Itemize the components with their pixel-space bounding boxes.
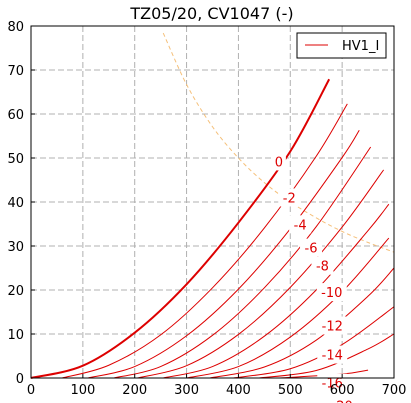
x-tick-label: 0 — [27, 383, 35, 398]
dissipation-line — [162, 32, 395, 253]
curve-label: -10 — [321, 286, 342, 301]
curve-label: -4 — [294, 218, 307, 233]
curve-label: -12 — [322, 320, 343, 335]
y-axis-ticks: 0 10 20 30 40 50 60 70 80 — [7, 20, 35, 387]
curve-label-bg — [327, 396, 358, 403]
curve-label-bg — [289, 215, 312, 234]
curve-label-bg — [300, 238, 323, 257]
curve-label: -2 — [283, 191, 296, 206]
chart-title: TZ05/20, CV1047 (-) — [129, 4, 293, 23]
x-tick-label: 100 — [70, 383, 95, 398]
y-tick-label: 70 — [7, 64, 24, 79]
curve-label-bg — [316, 283, 347, 302]
legend: HV1_I — [296, 32, 387, 59]
x-tick-label: 600 — [330, 383, 355, 398]
grid-voltage-curve — [209, 267, 395, 379]
curve-label: -16 — [322, 377, 343, 392]
grid-voltage-curve — [61, 103, 348, 379]
grid-voltage-curve — [163, 203, 390, 379]
x-axis-ticks: 0 100 200 300 400 500 600 700 — [27, 374, 407, 398]
curve-label-bg — [311, 256, 334, 275]
y-tick-label: 50 — [7, 152, 24, 167]
curve-label-bg — [317, 316, 348, 335]
grid-voltage-curve — [137, 169, 385, 379]
dissipation-curve — [162, 32, 395, 253]
y-tick-label: 40 — [7, 196, 24, 211]
y-tick-label: 80 — [7, 20, 24, 35]
curve-label-bg — [317, 345, 348, 364]
curves — [30, 78, 395, 379]
curve-label: -14 — [322, 349, 343, 364]
y-tick-label: 20 — [7, 284, 24, 299]
grid-voltage-curve — [87, 130, 360, 379]
curve-label: -8 — [316, 260, 329, 275]
y-tick-label: 30 — [7, 240, 24, 255]
y-tick-label: 0 — [16, 372, 24, 387]
x-tick-label: 700 — [382, 383, 407, 398]
legend-label: HV1_I — [342, 39, 379, 54]
grid-voltage-curve — [186, 237, 390, 379]
x-tick-label: 400 — [226, 383, 251, 398]
y-tick-label: 60 — [7, 108, 24, 123]
grid-voltage-curve — [113, 146, 372, 379]
curve-labels: 0-2-4-6-8-10-12-14-16-18-20 — [271, 152, 358, 403]
x-tick-label: 300 — [174, 383, 199, 398]
curve-label-bg — [271, 152, 286, 171]
curve-label: -20 — [332, 400, 353, 403]
curve-label: -6 — [305, 242, 318, 257]
y-tick-label: 10 — [7, 328, 24, 343]
curve-label-bg — [278, 188, 301, 207]
x-tick-label: 500 — [278, 383, 303, 398]
curve-label: 0 — [275, 155, 283, 170]
x-tick-label: 200 — [122, 383, 147, 398]
grid-voltage-curve — [30, 78, 331, 379]
